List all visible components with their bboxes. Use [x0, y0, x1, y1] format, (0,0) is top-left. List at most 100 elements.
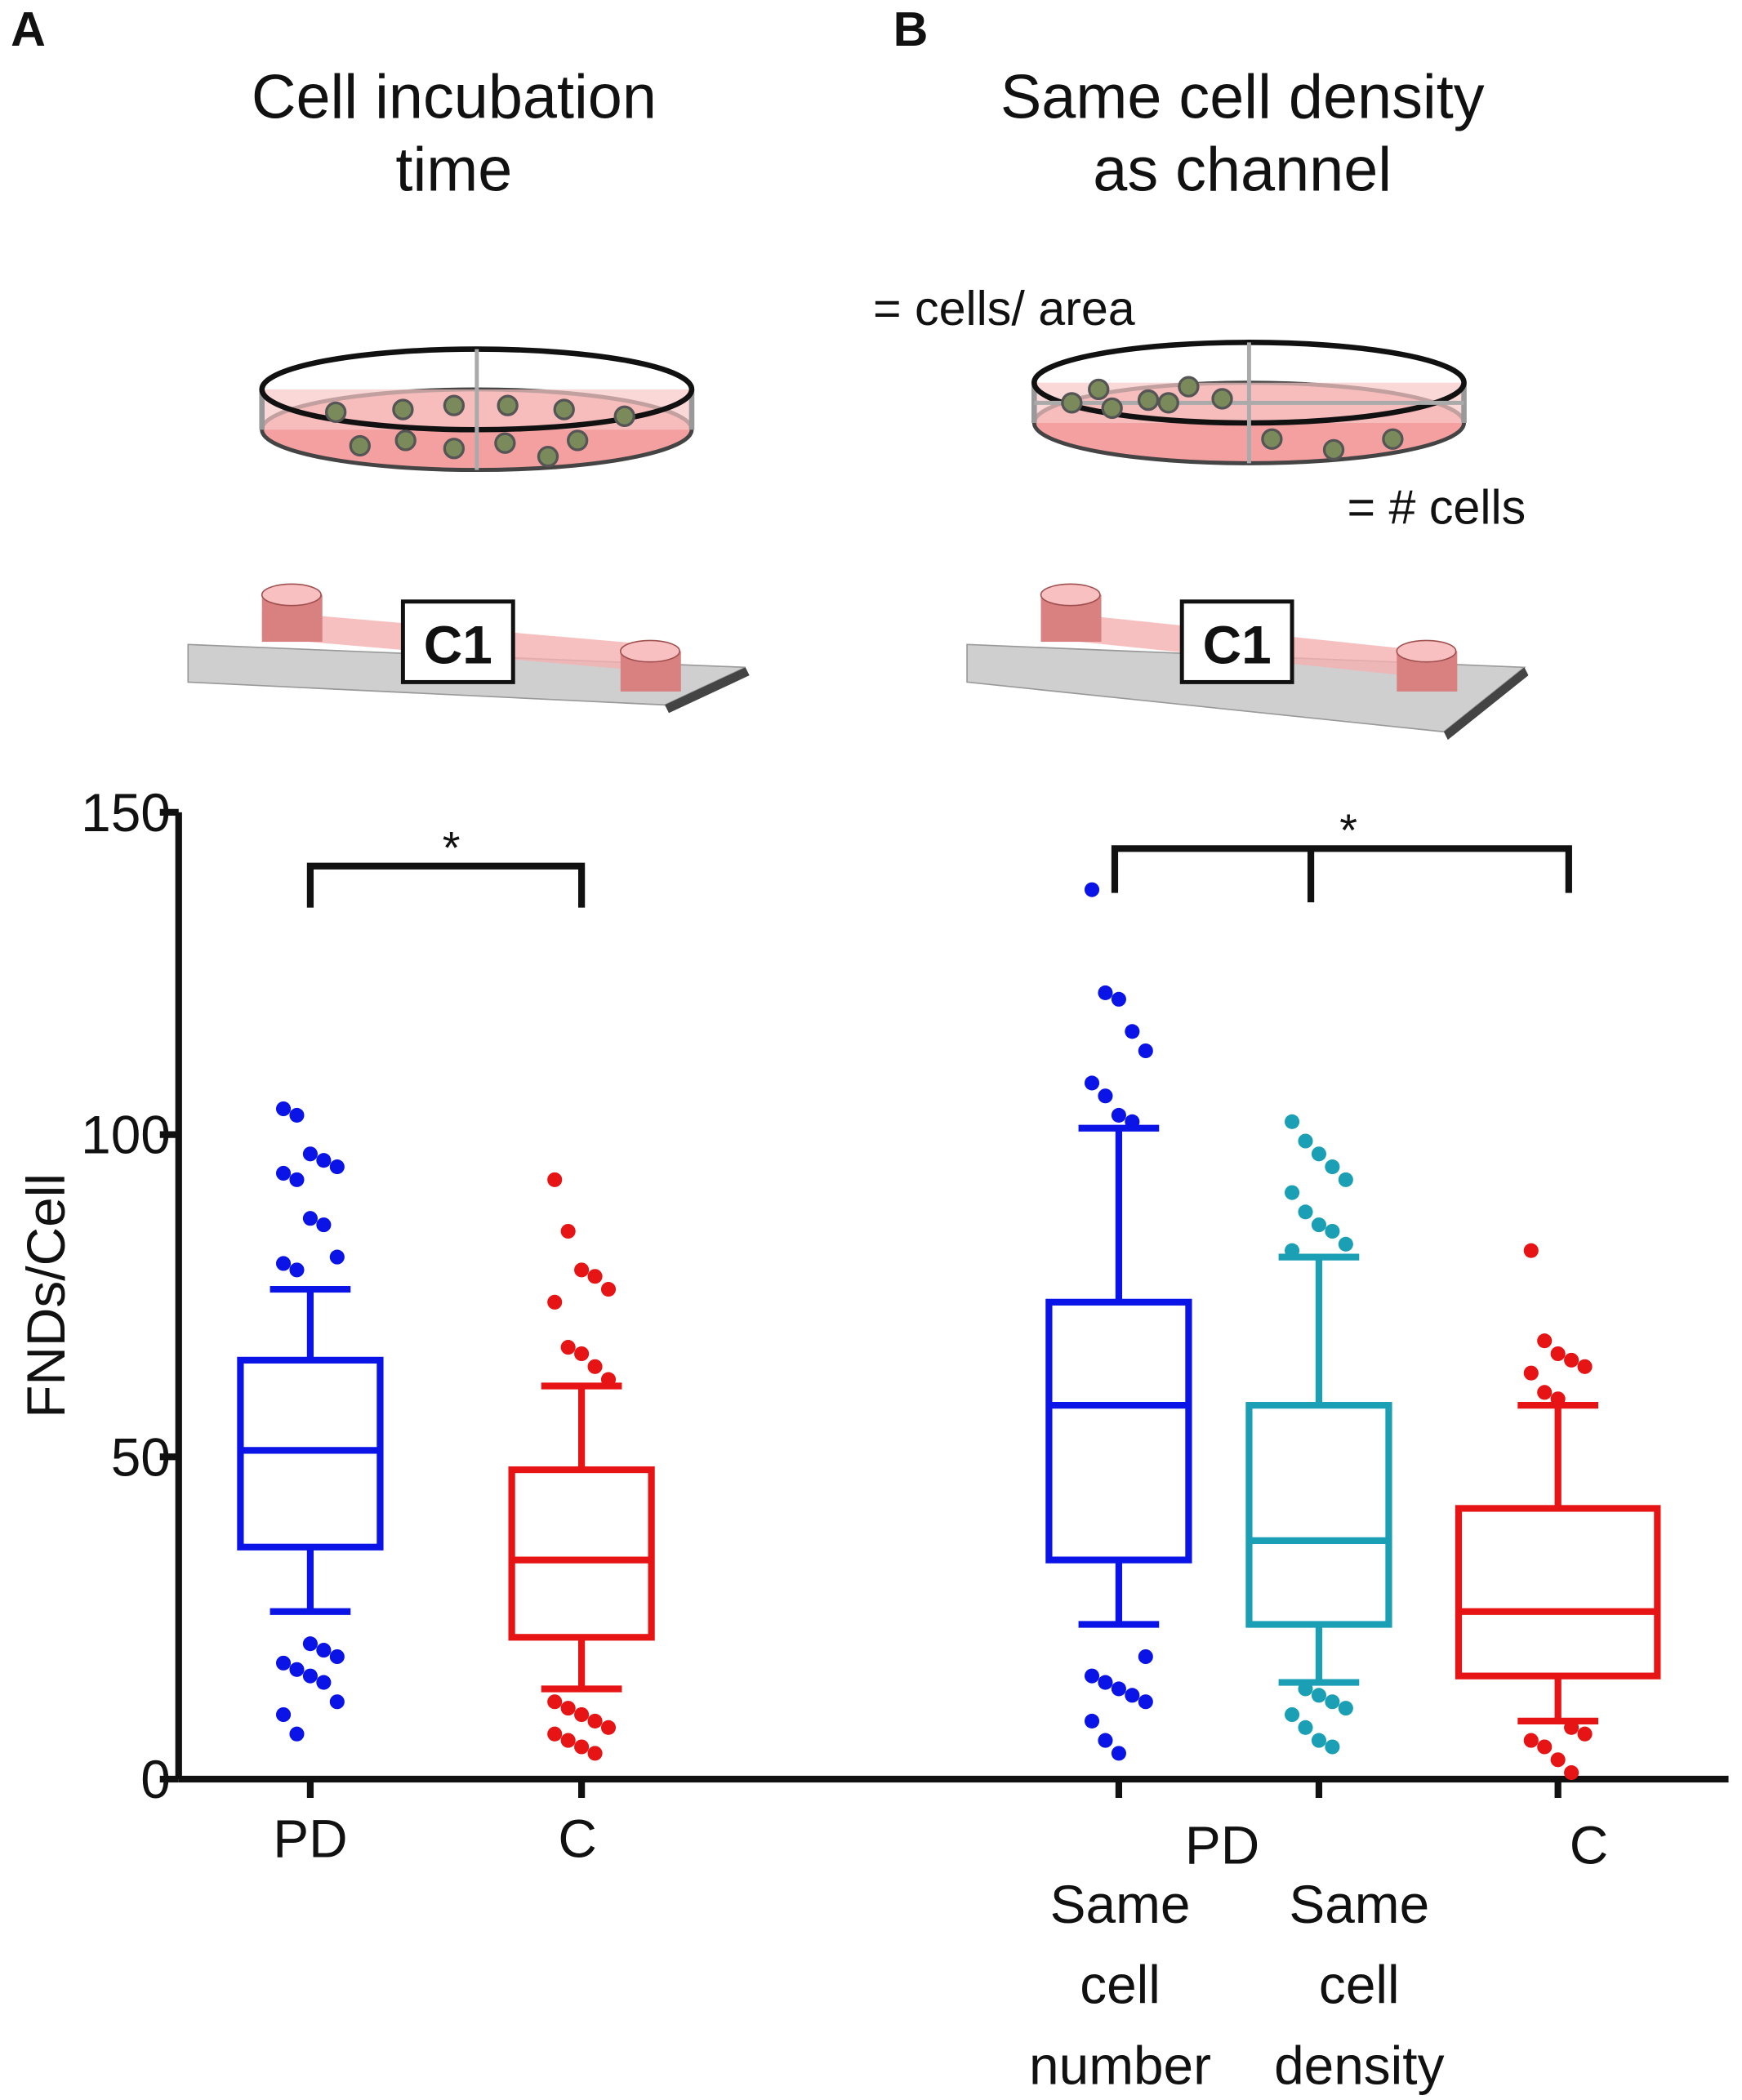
x-tick-label: PD: [273, 1808, 347, 1868]
outlier: [289, 1107, 305, 1123]
outlier: [587, 1713, 603, 1728]
panel-title: as channel: [1093, 136, 1392, 205]
outlier: [560, 1701, 576, 1716]
panel-title: Cell incubation: [252, 64, 657, 132]
outlier: [275, 1655, 292, 1671]
outlier: [329, 1648, 345, 1665]
outlier: [316, 1153, 332, 1168]
significance-bracket: [1111, 845, 1572, 903]
outlier: [1550, 1346, 1566, 1362]
outlier: [1111, 991, 1126, 1007]
outlier: [289, 1262, 305, 1278]
outlier: [1338, 1236, 1353, 1252]
x-sub-label: density: [1274, 2035, 1444, 2095]
outlier: [1550, 1752, 1566, 1768]
outlier: [1325, 1159, 1340, 1175]
channel-illustration: [966, 583, 1529, 741]
outlier: [1338, 1701, 1353, 1716]
outlier: [560, 1340, 576, 1355]
panel-letter: A: [11, 2, 46, 56]
significance-label: *: [443, 821, 461, 873]
box: [1045, 1298, 1192, 1564]
outlier: [1298, 1133, 1313, 1149]
outlier: [316, 1217, 332, 1233]
outlier: [1325, 1223, 1340, 1239]
outlier: [1285, 1243, 1300, 1258]
x-tick-label: PD: [1185, 1815, 1259, 1875]
outlier: [1285, 1114, 1300, 1129]
outlier: [1125, 1024, 1140, 1039]
outlier: [329, 1694, 345, 1710]
outlier: [1325, 1739, 1340, 1755]
outlier: [316, 1643, 332, 1658]
outlier: [1537, 1385, 1553, 1400]
outlier: [1537, 1739, 1553, 1755]
panel-title: time: [395, 136, 512, 205]
outlier: [1298, 1204, 1313, 1220]
y-tick-label: 150: [81, 782, 171, 843]
panel-title: Same cell density: [1000, 64, 1485, 132]
outlier: [1298, 1681, 1313, 1697]
outlier: [1577, 1726, 1593, 1742]
channel-illustration: [187, 583, 750, 714]
outlier: [1311, 1217, 1326, 1233]
outlier: [316, 1675, 332, 1690]
outlier: [1523, 1733, 1539, 1748]
outlier: [1098, 985, 1113, 1000]
outlier: [1098, 1675, 1113, 1690]
y-tick-label: 100: [81, 1105, 171, 1165]
outlier: [1285, 1706, 1300, 1723]
outlier: [600, 1372, 617, 1387]
outlier: [275, 1706, 292, 1723]
outlier: [329, 1249, 345, 1265]
x-sub-label: Same: [1050, 1874, 1191, 1934]
outlier: [560, 1223, 576, 1239]
box: [1245, 1402, 1392, 1628]
outlier: [1084, 1075, 1100, 1091]
outlier: [302, 1636, 318, 1652]
outlier: [1311, 1733, 1326, 1748]
outlier: [1523, 1365, 1539, 1381]
x-tick-label: C: [1570, 1815, 1609, 1875]
outlier: [1325, 1694, 1340, 1710]
outlier: [547, 1172, 563, 1187]
outlier: [587, 1746, 603, 1761]
dish-illustration: [1031, 340, 1467, 465]
outlier: [1111, 1746, 1126, 1761]
outlier: [1298, 1720, 1313, 1735]
x-tick-label: C: [558, 1808, 597, 1868]
dish-note: = # cells: [1347, 479, 1526, 534]
outlier: [574, 1739, 590, 1755]
outlier: [1125, 1114, 1140, 1129]
outlier: [574, 1346, 590, 1362]
box: [1455, 1505, 1661, 1680]
y-tick-label: 0: [140, 1749, 171, 1809]
outlier: [600, 1282, 617, 1297]
x-sub-label: Same: [1289, 1874, 1429, 1934]
dish-illustration: [259, 346, 695, 473]
outlier: [1098, 1088, 1113, 1104]
outlier: [275, 1101, 292, 1117]
outlier: [1111, 1681, 1126, 1697]
outlier: [1564, 1765, 1579, 1781]
outlier: [560, 1733, 576, 1748]
x-sub-label: cell: [1319, 1955, 1400, 2015]
outlier: [1564, 1352, 1579, 1368]
outlier: [1111, 1107, 1126, 1123]
chip-label: C1: [1203, 614, 1272, 674]
outlier: [1537, 1333, 1553, 1349]
outlier: [587, 1269, 603, 1284]
outlier: [1138, 1648, 1153, 1665]
x-sub-label: cell: [1080, 1955, 1161, 2015]
outlier: [1550, 1391, 1566, 1407]
outlier: [1138, 1043, 1153, 1059]
box: [508, 1466, 655, 1641]
outlier: [302, 1668, 318, 1684]
outlier: [1285, 1185, 1300, 1200]
outlier: [1084, 1713, 1100, 1728]
outlier: [275, 1165, 292, 1181]
outlier: [1084, 1668, 1100, 1684]
significance-bracket: [306, 862, 586, 908]
outlier: [1523, 1243, 1539, 1258]
